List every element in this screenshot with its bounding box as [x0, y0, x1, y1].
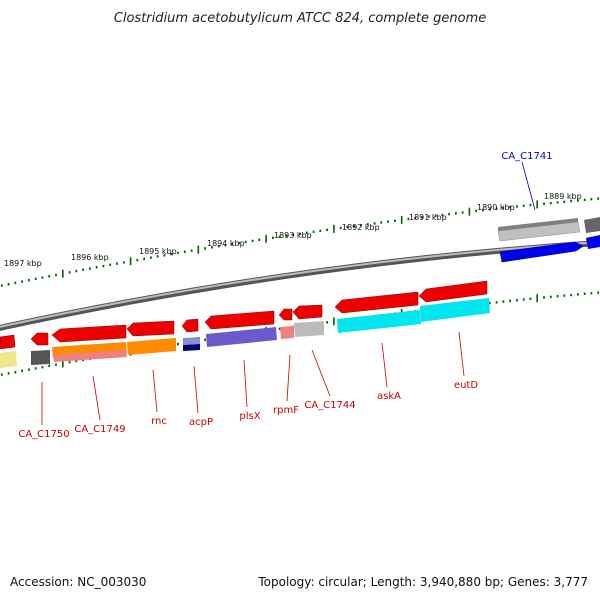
map-title: Clostridium acetobutylicum ATCC 824, com… [114, 11, 486, 26]
gene-label: askA [377, 391, 401, 402]
gene-label: CA_C1750 [18, 429, 69, 440]
gene-label: plsX [239, 411, 260, 422]
cog-band-khaki [0, 351, 17, 368]
label-connector-blue [521, 161, 536, 211]
kbp-label: 1895 kbp [139, 247, 177, 256]
kbp-label: 1897 kbp [4, 259, 42, 268]
gene-label: rnc [151, 416, 167, 427]
kbp-label: 1894 kbp [207, 239, 245, 248]
gene-CA_C1744 [292, 304, 323, 320]
gene-label: CA_C1744 [304, 400, 355, 411]
kbp-label: 1890 kbp [477, 203, 515, 212]
label-connectors [41, 331, 465, 425]
accession-text: Accession: NC_003030 [10, 575, 147, 589]
cog-band-purple [183, 337, 200, 345]
gene-label: rpmF [273, 405, 299, 416]
cog-band-salmon [280, 326, 294, 339]
gene-label: CA_C1741 [501, 151, 552, 162]
topology-text: Topology: circular; Length: 3,940,880 bp… [258, 575, 588, 589]
gene-rnc [126, 320, 175, 337]
gene-partial-grey [584, 217, 600, 233]
cog-band-salmon [53, 350, 127, 362]
cog-band-dark [31, 350, 50, 365]
cog-feature-grey-top [498, 218, 578, 231]
kbp-label: 1891 kbp [409, 213, 447, 222]
cog-band-grey [294, 321, 324, 337]
kbp-label: 1893 kbp [274, 231, 312, 240]
kbp-label: 1896 kbp [71, 253, 109, 262]
cog-band-cyan [337, 310, 421, 333]
kbp-tick-ring [0, 197, 600, 287]
cog-band-navy [183, 344, 200, 351]
gene-CA_C1741 [499, 241, 584, 263]
gene-CA_C1750 [30, 332, 49, 346]
kbp-label: 1889 kbp [544, 192, 582, 201]
cog-band-orange [127, 338, 176, 355]
gene-plsX [204, 310, 275, 330]
gene-askA [334, 291, 419, 314]
gene-rpmF [278, 308, 293, 321]
gene-acpP [181, 318, 199, 333]
kbp-label: 1892 kbp [342, 223, 380, 232]
gene-label: eutD [454, 380, 478, 391]
gene-partial-left [0, 334, 16, 350]
gene-CA_C1749 [51, 324, 127, 343]
genome-backbone-highlight [0, 241, 600, 328]
gene-label: acpP [189, 417, 213, 428]
gene-label: CA_C1749 [74, 424, 125, 435]
cog-band-cyan [420, 298, 490, 322]
cog-band-purple [206, 327, 277, 347]
gene-eutD [418, 280, 488, 303]
gene-partial-blue [586, 235, 600, 249]
